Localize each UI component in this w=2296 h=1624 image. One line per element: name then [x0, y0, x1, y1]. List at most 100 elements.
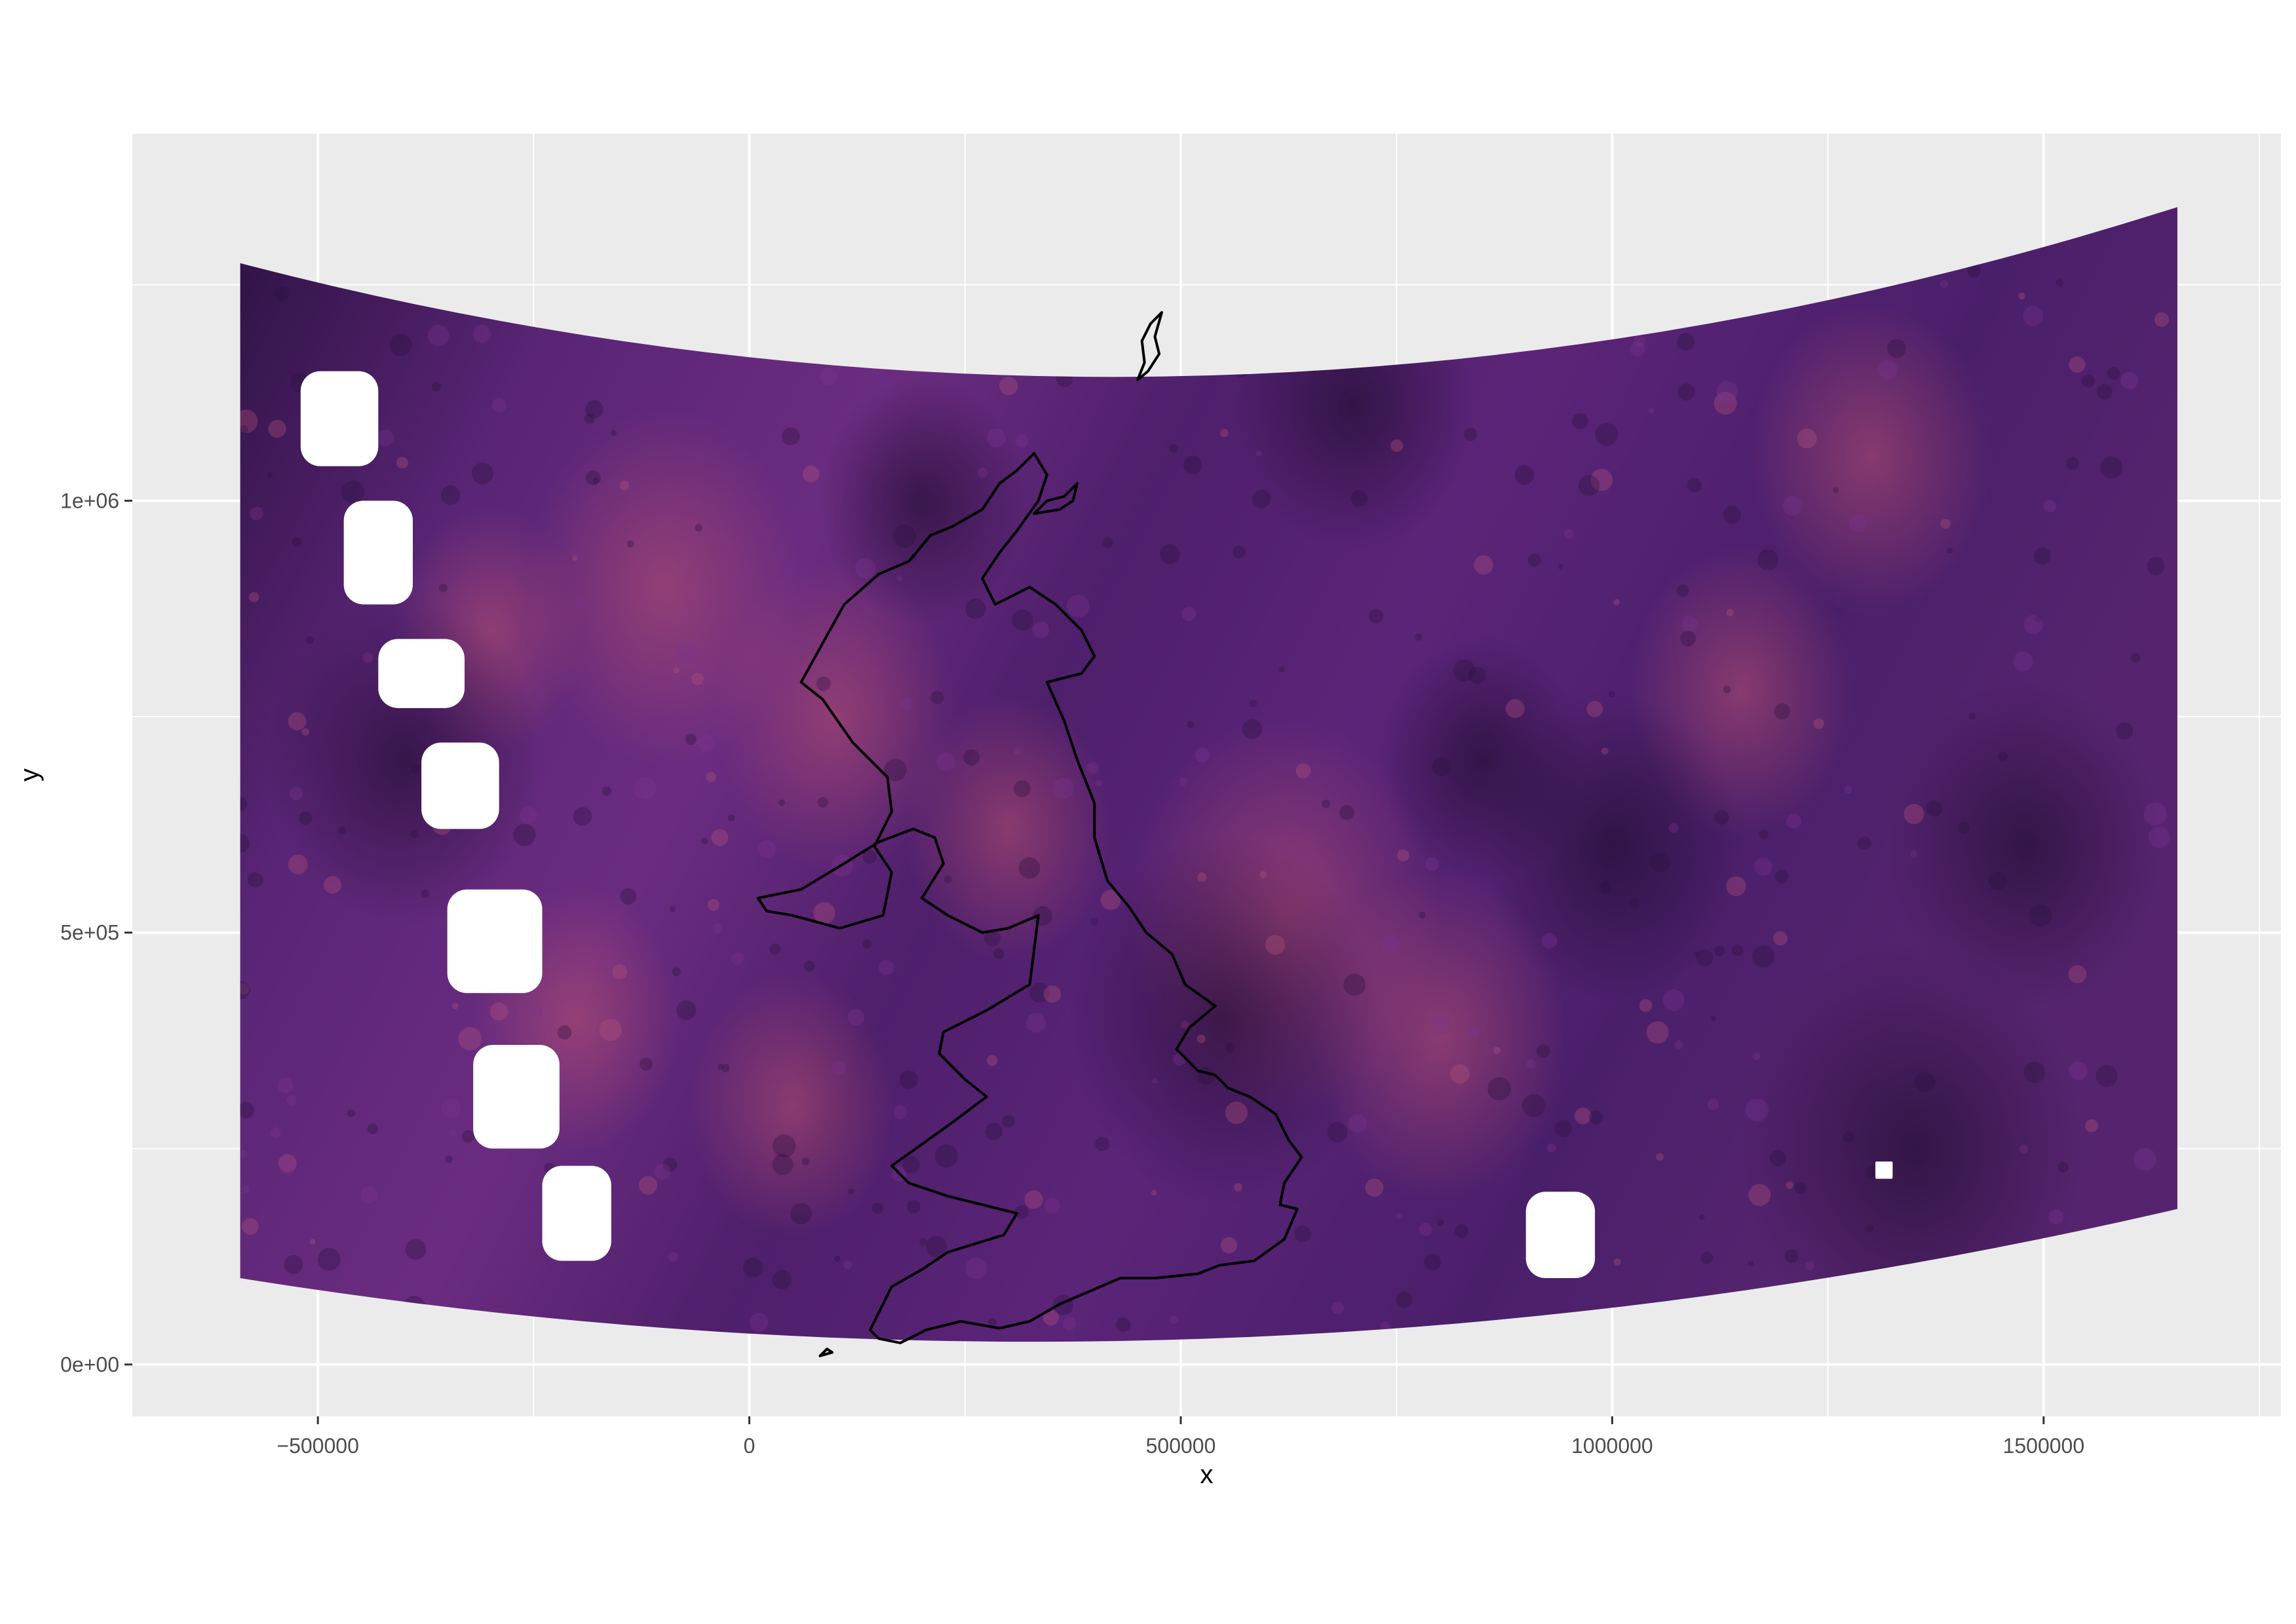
- raster-speckle: [240, 981, 251, 1000]
- raster-speckle: [790, 1203, 812, 1225]
- raster-speckle: [240, 425, 248, 434]
- raster-speckle: [279, 1158, 296, 1175]
- raster-speckle: [240, 1150, 248, 1159]
- raster-speckle: [309, 1239, 316, 1245]
- raster-speckle: [1769, 1150, 1786, 1167]
- raster-speckle: [2133, 1148, 2156, 1171]
- raster-speckle: [843, 1260, 852, 1270]
- raster-speckle: [1696, 949, 1713, 966]
- raster-speckle: [639, 1057, 653, 1071]
- raster-speckle: [573, 806, 592, 826]
- raster-speckle: [1526, 1059, 1536, 1068]
- raster-speckle: [431, 381, 442, 392]
- raster-speckle: [489, 1002, 508, 1021]
- raster-speckle: [592, 477, 600, 483]
- raster-speckle: [1425, 857, 1439, 871]
- raster-speckle: [1601, 747, 1609, 755]
- raster-speckle: [1014, 1205, 1029, 1220]
- raster-speckle: [1369, 609, 1384, 624]
- raster-speckle: [585, 470, 601, 486]
- raster-speckle: [670, 905, 676, 912]
- raster-speckle: [1693, 951, 1700, 957]
- raster-speckle: [695, 523, 703, 532]
- raster-speckle: [963, 749, 980, 766]
- raster-speckle: [571, 550, 579, 558]
- raster-speckle: [1613, 1258, 1621, 1266]
- raster-speckle: [1018, 857, 1041, 879]
- raster-speckle: [1786, 1181, 1794, 1189]
- raster-speckle: [1432, 1015, 1451, 1034]
- raster-speckle: [1468, 666, 1486, 685]
- raster-speckle: [2057, 1161, 2069, 1173]
- x-tick-label: −500000: [277, 1434, 358, 1458]
- raster-speckle: [2095, 1065, 2118, 1087]
- raster-dark-patch: [1379, 635, 1586, 884]
- raster-speckle: [1865, 1224, 1873, 1233]
- raster-speckle: [1100, 890, 1121, 910]
- raster-speckle: [2018, 292, 2025, 300]
- raster-speckle: [1668, 823, 1679, 833]
- raster-speckle: [899, 1070, 918, 1089]
- raster-speckle: [1255, 450, 1262, 457]
- raster-speckle: [1813, 718, 1824, 729]
- raster-speckle: [1044, 1198, 1060, 1214]
- channel-gap: [1525, 1192, 1596, 1279]
- raster-speckle: [513, 823, 536, 846]
- raster-speckle: [1062, 1317, 1077, 1331]
- raster-speckle: [1521, 1094, 1546, 1118]
- raster-speckle: [278, 1154, 297, 1173]
- raster-speckle: [1940, 280, 1949, 288]
- raster-speckle: [2107, 367, 2120, 380]
- raster-speckle: [2023, 614, 2044, 634]
- raster-speckle: [2023, 306, 2044, 326]
- raster-dark-patch: [266, 594, 543, 926]
- raster-speckle: [778, 799, 786, 806]
- raster-speckle: [1563, 529, 1575, 539]
- raster-speckle: [1832, 487, 1839, 493]
- raster-speckle: [1797, 428, 1817, 449]
- raster-speckle: [1589, 1110, 1603, 1125]
- x-tick-label: 1000000: [1571, 1434, 1653, 1458]
- raster-speckle: [1396, 1213, 1403, 1220]
- raster-speckle: [2069, 356, 2086, 373]
- raster-speckle: [925, 1236, 947, 1258]
- raster-speckle: [1249, 700, 1257, 708]
- raster-speckle: [1699, 1214, 1705, 1220]
- raster-speckle: [1774, 869, 1789, 884]
- raster-warm-patch: [1750, 300, 1992, 615]
- raster-speckle: [727, 814, 735, 822]
- raster-speckle: [599, 1018, 622, 1042]
- raster-speckle: [1169, 444, 1179, 453]
- raster-speckle: [2147, 557, 2165, 575]
- raster-speckle: [1002, 1114, 1015, 1128]
- raster-speckle: [847, 1008, 865, 1026]
- raster-speckle: [2033, 547, 2051, 565]
- raster-speckle: [240, 834, 250, 853]
- raster-speckle: [1858, 837, 1871, 850]
- raster-dark-patch: [1888, 680, 2165, 1012]
- great-britain-coastline: [756, 451, 1303, 1344]
- raster-speckle: [2029, 904, 2052, 927]
- raster-speckle: [1197, 872, 1207, 882]
- raster-speckle: [1723, 685, 1731, 694]
- raster-speckle: [1687, 478, 1702, 493]
- raster-speckle: [2013, 651, 2033, 671]
- raster-speckle: [1988, 871, 2007, 890]
- raster-speckle: [1331, 1301, 1345, 1314]
- raster-speckle: [1365, 1178, 1384, 1197]
- raster-speckle: [572, 555, 578, 561]
- raster-speckle: [668, 1251, 678, 1262]
- raster-speckle: [1748, 1184, 1771, 1206]
- raster-speckle: [298, 811, 313, 825]
- raster-speckle: [1493, 1046, 1501, 1054]
- raster-speckle: [1716, 381, 1738, 403]
- raster-speckle: [1998, 751, 2008, 762]
- raster-speckle: [1968, 713, 1976, 720]
- raster-speckle: [1957, 821, 1970, 834]
- raster-speckle: [1613, 599, 1620, 606]
- raster-speckle: [472, 324, 491, 343]
- raster-speckle: [1639, 999, 1653, 1012]
- raster-speckle: [1220, 1237, 1237, 1254]
- raster-speckle: [367, 1123, 379, 1135]
